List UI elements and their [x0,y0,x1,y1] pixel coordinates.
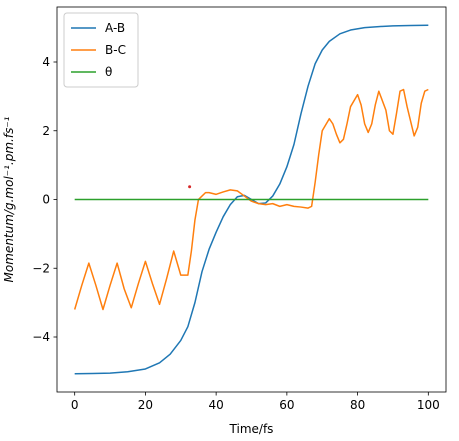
series-line-1 [73,88,429,311]
legend-box [63,12,139,88]
x-tick-label: 80 [350,398,365,412]
x-tick-label: 0 [71,398,79,412]
series-line-0 [74,24,429,375]
axes-layer: 0 20 40 60 80 100 −4 −2 0 2 4 [32,6,447,412]
legend-label: A-B [105,21,125,35]
y-axis-label: Momentum/g.mol⁻¹.pm.fs⁻¹ [2,116,16,282]
y-tick-label: 4 [42,55,50,69]
x-tick-label: 100 [417,398,440,412]
data-point-marker-0 [188,185,192,189]
x-tick-label: 20 [138,398,153,412]
legend-label: θ [105,65,112,79]
x-axis-label: Time/fs [229,422,274,436]
y-tick-label: 2 [42,124,50,138]
x-tick-label: 40 [208,398,223,412]
y-tick-label: 0 [42,193,50,207]
y-tick-label: −2 [32,261,50,275]
x-tick-label: 60 [279,398,294,412]
legend-label: B-C [105,43,126,57]
series-layer [73,24,429,375]
y-tick-label: −4 [32,330,50,344]
legend: A-B B-C θ [63,12,139,88]
